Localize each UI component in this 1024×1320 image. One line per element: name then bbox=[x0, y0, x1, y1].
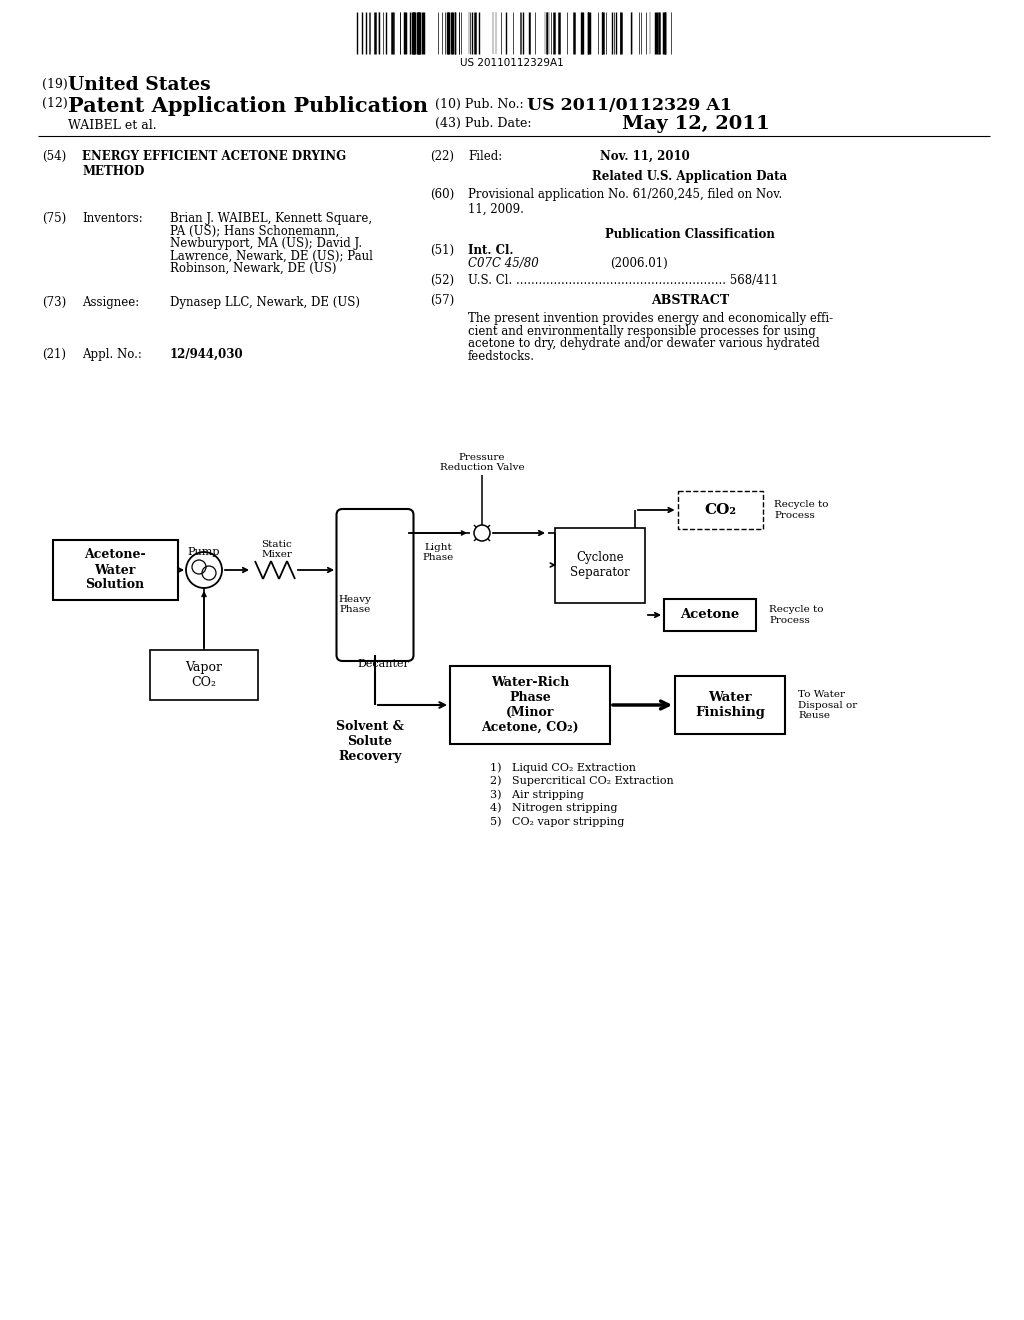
Text: United States: United States bbox=[68, 77, 211, 94]
Text: (73): (73) bbox=[42, 296, 67, 309]
Text: Newburyport, MA (US); David J.: Newburyport, MA (US); David J. bbox=[170, 238, 362, 249]
Text: Water-Rich
Phase
(Minor
Acetone, CO₂): Water-Rich Phase (Minor Acetone, CO₂) bbox=[481, 676, 579, 734]
Text: 3)   Air stripping: 3) Air stripping bbox=[490, 789, 584, 800]
Bar bbox=[675, 676, 785, 734]
Text: feedstocks.: feedstocks. bbox=[468, 350, 535, 363]
Text: Recycle to
Process: Recycle to Process bbox=[774, 500, 828, 520]
Text: Int. Cl.: Int. Cl. bbox=[468, 244, 513, 257]
Text: Provisional application No. 61/260,245, filed on Nov.
11, 2009.: Provisional application No. 61/260,245, … bbox=[468, 187, 782, 216]
Text: 5)   CO₂ vapor stripping: 5) CO₂ vapor stripping bbox=[490, 816, 625, 826]
Text: (43) Pub. Date:: (43) Pub. Date: bbox=[435, 117, 531, 129]
Text: Heavy
Phase: Heavy Phase bbox=[339, 595, 372, 614]
Text: 12/944,030: 12/944,030 bbox=[170, 348, 244, 360]
Text: Water
Finishing: Water Finishing bbox=[695, 690, 765, 719]
Text: Acetone: Acetone bbox=[680, 609, 739, 622]
Bar bbox=[450, 667, 610, 744]
Text: 4)   Nitrogen stripping: 4) Nitrogen stripping bbox=[490, 803, 617, 813]
Text: Light
Phase: Light Phase bbox=[422, 543, 454, 562]
Text: US 2011/0112329 A1: US 2011/0112329 A1 bbox=[527, 96, 732, 114]
Text: (21): (21) bbox=[42, 348, 66, 360]
Text: CO₂: CO₂ bbox=[705, 503, 736, 517]
Text: (19): (19) bbox=[42, 78, 68, 91]
Text: Nov. 11, 2010: Nov. 11, 2010 bbox=[600, 150, 690, 162]
Text: (51): (51) bbox=[430, 244, 454, 257]
Text: (22): (22) bbox=[430, 150, 454, 162]
Bar bbox=[555, 528, 645, 602]
Text: (75): (75) bbox=[42, 213, 67, 224]
Text: Lawrence, Newark, DE (US); Paul: Lawrence, Newark, DE (US); Paul bbox=[170, 249, 373, 263]
Circle shape bbox=[474, 525, 490, 541]
Text: Static
Mixer: Static Mixer bbox=[261, 540, 293, 560]
Text: PA (US); Hans Schonemann,: PA (US); Hans Schonemann, bbox=[170, 224, 339, 238]
Text: Recycle to
Process: Recycle to Process bbox=[769, 606, 823, 624]
Text: US 20110112329A1: US 20110112329A1 bbox=[460, 58, 564, 69]
Text: (52): (52) bbox=[430, 275, 454, 286]
Text: ABSTRACT: ABSTRACT bbox=[651, 294, 729, 308]
Text: Cyclone
Separator: Cyclone Separator bbox=[570, 550, 630, 579]
Bar bbox=[150, 649, 258, 700]
Text: Brian J. WAIBEL, Kennett Square,: Brian J. WAIBEL, Kennett Square, bbox=[170, 213, 372, 224]
FancyBboxPatch shape bbox=[337, 510, 414, 661]
Text: WAIBEL et al.: WAIBEL et al. bbox=[68, 119, 157, 132]
Text: Robinson, Newark, DE (US): Robinson, Newark, DE (US) bbox=[170, 261, 337, 275]
Text: Patent Application Publication: Patent Application Publication bbox=[68, 96, 428, 116]
Text: acetone to dry, dehydrate and/or dewater various hydrated: acetone to dry, dehydrate and/or dewater… bbox=[468, 337, 820, 350]
Text: (2006.01): (2006.01) bbox=[610, 257, 668, 271]
Text: (60): (60) bbox=[430, 187, 455, 201]
Text: Pump: Pump bbox=[187, 546, 220, 557]
Text: C07C 45/80: C07C 45/80 bbox=[468, 257, 539, 271]
Text: Acetone-
Water
Solution: Acetone- Water Solution bbox=[84, 549, 145, 591]
Bar bbox=[678, 491, 763, 529]
Text: Related U.S. Application Data: Related U.S. Application Data bbox=[593, 170, 787, 183]
Bar bbox=[52, 540, 177, 601]
Text: Solvent &
Solute
Recovery: Solvent & Solute Recovery bbox=[336, 719, 403, 763]
Text: 1)   Liquid CO₂ Extraction: 1) Liquid CO₂ Extraction bbox=[490, 762, 636, 772]
Text: cient and environmentally responsible processes for using: cient and environmentally responsible pr… bbox=[468, 325, 816, 338]
Text: Filed:: Filed: bbox=[468, 150, 502, 162]
Text: (10) Pub. No.:: (10) Pub. No.: bbox=[435, 98, 523, 111]
Text: Decanter: Decanter bbox=[357, 659, 409, 669]
Text: Assignee:: Assignee: bbox=[82, 296, 139, 309]
Text: Appl. No.:: Appl. No.: bbox=[82, 348, 142, 360]
Text: (57): (57) bbox=[430, 294, 455, 308]
Text: Publication Classification: Publication Classification bbox=[605, 228, 775, 242]
Text: To Water
Disposal or
Reuse: To Water Disposal or Reuse bbox=[798, 690, 857, 719]
Text: Vapor
CO₂: Vapor CO₂ bbox=[185, 661, 222, 689]
Text: Inventors:: Inventors: bbox=[82, 213, 142, 224]
Text: ENERGY EFFICIENT ACETONE DRYING
METHOD: ENERGY EFFICIENT ACETONE DRYING METHOD bbox=[82, 150, 346, 178]
Text: (54): (54) bbox=[42, 150, 67, 162]
Text: The present invention provides energy and economically effi-: The present invention provides energy an… bbox=[468, 312, 834, 325]
Text: Pressure
Reduction Valve: Pressure Reduction Valve bbox=[439, 453, 524, 473]
Text: 2)   Supercritical CO₂ Extraction: 2) Supercritical CO₂ Extraction bbox=[490, 776, 674, 787]
Text: May 12, 2011: May 12, 2011 bbox=[622, 115, 770, 133]
Text: Dynasep LLC, Newark, DE (US): Dynasep LLC, Newark, DE (US) bbox=[170, 296, 360, 309]
Text: U.S. Cl. ........................................................ 568/411: U.S. Cl. ...............................… bbox=[468, 275, 778, 286]
Text: (12): (12) bbox=[42, 96, 68, 110]
Bar bbox=[664, 599, 756, 631]
